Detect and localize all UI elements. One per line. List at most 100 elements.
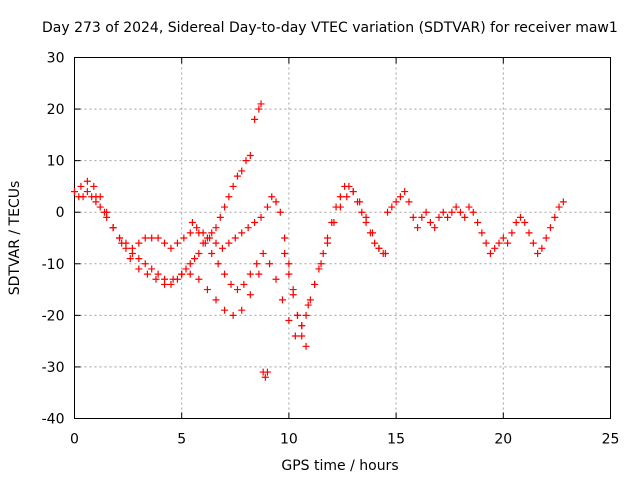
data-point [193,224,201,232]
data-point [238,306,246,314]
data-point [71,188,78,196]
y-tick-labels: 30 20 10 0 -10 -20 -30 -40 [42,51,65,428]
data-point [546,224,554,232]
data-point [141,234,149,242]
data-point [180,234,188,242]
data-point [261,373,269,381]
data-point [263,368,271,376]
data-point [478,229,486,237]
data-point [154,234,162,242]
data-point [216,213,224,221]
data-point [135,265,143,273]
data-point [246,291,254,299]
data-point [233,286,241,294]
data-point [208,249,216,257]
data-point [188,219,196,227]
data-point [266,260,274,268]
data-point [439,208,447,216]
data-point [542,234,550,242]
data-point [208,229,216,237]
data-point [525,229,533,237]
y-tick-label: 0 [56,205,65,221]
data-point [257,213,265,221]
data-point [349,188,357,196]
data-point [405,198,413,206]
x-tick-label: 25 [602,432,620,448]
data-point [281,249,289,257]
data-point [195,249,203,257]
data-point [212,239,220,247]
data-point [298,322,306,330]
data-point [218,244,226,252]
x-tick-labels: 0 5 10 15 20 25 [70,432,619,448]
data-point [257,100,265,108]
data-point [291,332,299,340]
data-point [384,208,392,216]
data-point [126,255,134,263]
data-point [135,255,143,263]
data-point [422,208,430,216]
data-point [195,275,203,283]
data-point [555,203,563,211]
data-point [474,219,482,227]
data-point [229,311,237,319]
data-point [167,280,175,288]
data-point [101,208,109,216]
data-point [534,249,542,257]
data-point [186,270,194,278]
data-point [233,172,241,180]
data-point [456,208,464,216]
data-point [551,213,559,221]
data-point [225,239,233,247]
data-point [173,239,181,247]
data-point [375,244,383,252]
data-point [272,275,280,283]
data-point [116,234,124,242]
data-point [148,265,156,273]
data-point [212,296,220,304]
data-point [444,213,452,221]
data-point [128,244,136,252]
grid-lines [74,57,611,419]
data-point [285,260,293,268]
data-point [426,219,434,227]
data-point [499,234,507,242]
data-point [109,224,117,232]
x-tick-label: 0 [70,432,79,448]
data-point [465,203,473,211]
data-points [71,100,567,381]
series-track-g [384,188,567,257]
data-point [229,182,237,190]
data-point [206,234,214,242]
data-point [83,188,91,196]
data-point [272,198,280,206]
data-point [538,244,546,252]
data-point [448,208,456,216]
y-tick-label: -20 [42,308,65,324]
data-point [186,260,194,268]
data-point [379,249,387,257]
data-point [238,167,246,175]
data-point [362,219,370,227]
data-point [221,270,229,278]
data-point [238,229,246,237]
series-track-c [92,193,263,319]
data-point [231,234,239,242]
data-point [281,234,289,242]
data-point [418,213,426,221]
data-point [435,213,443,221]
data-point [285,317,293,325]
data-point [508,229,516,237]
y-tick-label: 10 [47,154,65,170]
data-point [263,203,271,211]
data-point [461,213,469,221]
data-point [469,208,477,216]
x-tick-label: 15 [387,432,405,448]
data-point [178,270,186,278]
data-point [195,229,203,237]
data-point [452,203,460,211]
data-point [289,291,297,299]
data-point [152,275,160,283]
data-point [388,203,396,211]
